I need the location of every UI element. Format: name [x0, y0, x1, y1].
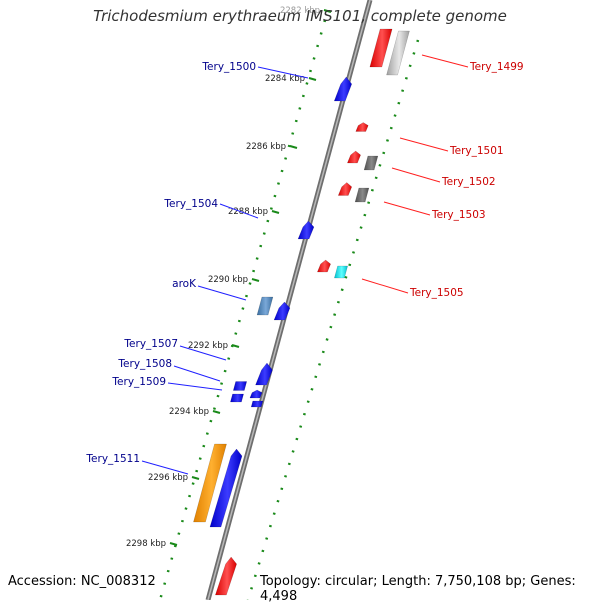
gene-label-tery-1499: Tery_1499: [469, 61, 524, 73]
tick-mark: [308, 77, 317, 81]
tick-mark: [271, 210, 280, 214]
tick-label: 2290 kbp: [208, 275, 248, 285]
tick-label: 2288 kbp: [228, 207, 268, 217]
label-leader-line: [383, 201, 431, 216]
tick-mark: [212, 410, 221, 414]
tick-label: 2286 kbp: [246, 142, 286, 152]
map-title: Trichodesmium erythraeum IMS101, complet…: [93, 7, 507, 25]
gene-block-tery-1511-secondary: [193, 443, 227, 523]
gene-block-small: [249, 389, 263, 399]
tick-label: 2284 kbp: [265, 74, 305, 84]
gene-label-tery-1501: Tery_1501: [449, 145, 504, 157]
label-leader-line: [361, 278, 409, 294]
gene-block-tery-1503-secondary: [354, 187, 370, 203]
gene-block-tery-1508: [232, 381, 248, 391]
inner-tick-track: [158, 19, 327, 600]
gene-block-arok: [273, 301, 291, 321]
tick-mark: [231, 344, 240, 348]
gene-block-tery-1501: [355, 122, 369, 132]
gene-block-tery-1502: [347, 150, 361, 164]
label-leader-line: [173, 365, 221, 382]
gene-label-tery-1509: Tery_1509: [111, 376, 166, 388]
label-leader-line: [167, 382, 223, 391]
gene-block-tery-1500: [333, 76, 353, 102]
label-leader-line: [257, 66, 309, 79]
gene-block-tery-1505: [317, 259, 331, 273]
gene-block-tery-1503: [337, 182, 353, 196]
tick-mark: [251, 278, 260, 282]
tick-mark: [323, 9, 332, 13]
gene-block-tery-1499-secondary: [386, 30, 410, 76]
tick-label: 2294 kbp: [169, 407, 209, 417]
tick-label: 2296 kbp: [148, 473, 188, 483]
tick-mark: [289, 145, 298, 149]
gene-block-tery-1511: [209, 448, 243, 528]
label-leader-line: [391, 167, 441, 183]
gene-label-tery-1511: Tery_1511: [85, 453, 140, 465]
gene-label-arok: aroK: [172, 278, 197, 290]
gene-label-tery-1508: Tery_1508: [117, 358, 172, 370]
tick-label: 2298 kbp: [126, 539, 166, 549]
gene-block-tery-1507: [255, 362, 273, 386]
gene-block-arok-secondary: [256, 296, 274, 316]
tick-mark: [169, 542, 178, 546]
gene-label-tery-1504: Tery_1504: [163, 198, 218, 210]
gene-label-tery-1502: Tery_1502: [441, 176, 496, 188]
gene-label-tery-1507: Tery_1507: [123, 338, 178, 350]
label-leader-line: [399, 137, 449, 152]
label-leader-line: [197, 285, 247, 301]
gene-block-tery-1504: [297, 220, 315, 240]
tick-label: 2292 kbp: [188, 341, 228, 351]
gene-block-tery-1505-secondary: [334, 265, 348, 279]
gene-block-tery-1502-secondary: [363, 155, 379, 171]
label-leader-line: [141, 460, 189, 475]
gene-block-small-2: [250, 400, 264, 408]
label-leader-line: [421, 54, 469, 68]
tick-mark: [191, 476, 200, 480]
outer-tick-track: [246, 39, 420, 600]
tick-label: 2282 kbp: [280, 6, 320, 16]
label-leader-line: [179, 345, 227, 361]
gene-label-tery-1500: Tery_1500: [201, 61, 256, 73]
label-leader-line: [219, 203, 259, 219]
gene-label-tery-1503: Tery_1503: [431, 209, 486, 221]
gene-block-tery-1509: [230, 393, 244, 403]
gene-block-downstream: [215, 556, 237, 596]
accession-text: Accession: NC_008312: [8, 574, 156, 589]
gene-label-tery-1505: Tery_1505: [409, 287, 464, 299]
gene-block-tery-1499: [369, 28, 393, 68]
